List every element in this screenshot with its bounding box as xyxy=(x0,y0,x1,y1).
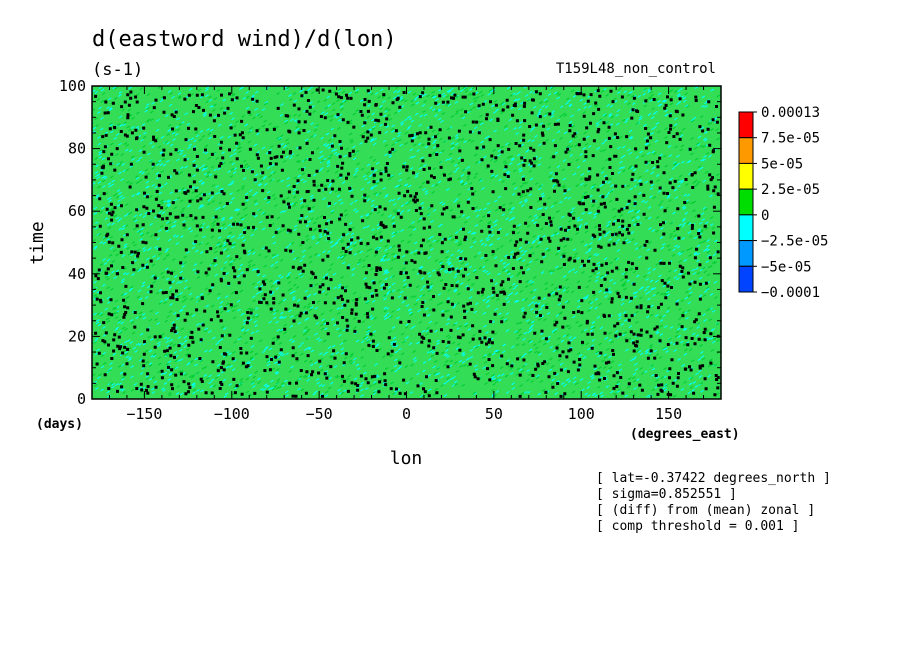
chart-title: d(eastword wind)/d(lon) xyxy=(92,27,397,52)
run-label: T159L48_non_control xyxy=(556,61,716,77)
annotation-threshold: [ comp threshold = 0.001 ] xyxy=(596,519,800,534)
x-axis: −150 −100 −50 0 50 100 150 xyxy=(91,86,722,423)
y-tick-label: 80 xyxy=(68,140,86,158)
annotation-block: [ lat=-0.37422 degrees_north ] [ sigma=0… xyxy=(596,471,831,534)
x-tick-label: −100 xyxy=(214,405,250,423)
colorbar-swatch xyxy=(738,137,754,164)
colorbar-label: 5e-05 xyxy=(761,156,803,172)
colorbar-swatch xyxy=(738,188,754,216)
colorbar-swatch xyxy=(738,162,754,190)
y-tick-label: 60 xyxy=(68,202,86,220)
colorbar-swatch xyxy=(738,214,754,242)
annotation-diff: [ (diff) from (mean) zonal ] xyxy=(596,503,815,518)
x-tick-label: 50 xyxy=(485,405,503,423)
x-axis-units: (degrees_east) xyxy=(630,427,740,442)
colorbar-label: 2.5e-05 xyxy=(761,182,820,198)
colorbar-label: 0 xyxy=(761,208,769,224)
y-tick-label: 0 xyxy=(77,390,86,408)
plot-area xyxy=(91,85,722,400)
y-axis: 0 20 40 60 80 100 xyxy=(59,77,721,408)
chart-units: (s-1) xyxy=(92,60,143,80)
texture-green xyxy=(91,85,721,398)
y-tick-label: 20 xyxy=(68,327,86,345)
colorbar: 0.00013 7.5e-05 5e-05 2.5e-05 0 −2.5e-05 −5e-0… xyxy=(738,105,828,301)
annotation-lat: [ lat=-0.37422 degrees_north ] xyxy=(596,471,831,486)
y-tick-label: 100 xyxy=(59,77,86,95)
x-tick-label: 150 xyxy=(655,405,682,423)
colorbar-label: −2.5e-05 xyxy=(761,234,828,250)
colorbar-swatch xyxy=(738,111,754,139)
colorbar-swatch xyxy=(738,265,754,293)
x-tick-label: −50 xyxy=(306,405,333,423)
y-axis-label: time xyxy=(27,221,48,264)
y-axis-units: (days) xyxy=(36,417,83,432)
colorbar-label: −5e-05 xyxy=(761,259,812,275)
colorbar-swatch xyxy=(738,240,754,267)
x-tick-label: 100 xyxy=(568,405,595,423)
colorbar-label: −0.0001 xyxy=(761,285,820,301)
colorbar-label: 7.5e-05 xyxy=(761,131,820,147)
annotation-sigma: [ sigma=0.852551 ] xyxy=(596,487,737,502)
x-axis-label: lon xyxy=(390,448,423,469)
x-tick-label: 0 xyxy=(402,405,411,423)
colorbar-label: 0.00013 xyxy=(761,105,820,121)
y-tick-label: 40 xyxy=(68,265,86,283)
x-tick-label: −150 xyxy=(126,405,162,423)
